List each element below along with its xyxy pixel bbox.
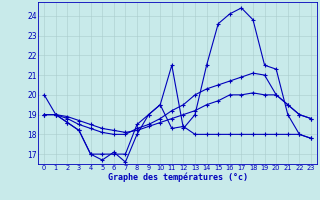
X-axis label: Graphe des températures (°c): Graphe des températures (°c) bbox=[108, 173, 248, 182]
